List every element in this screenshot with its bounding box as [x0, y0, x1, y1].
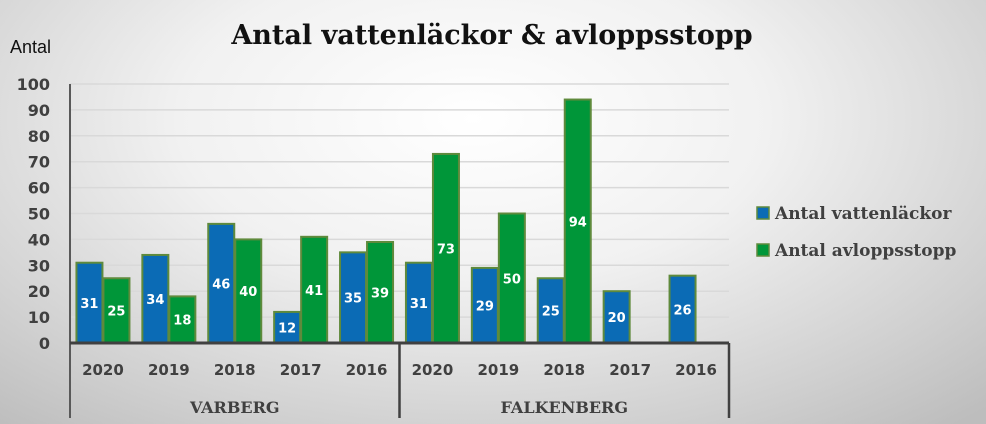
- y-tick-label: 60: [28, 179, 50, 198]
- legend-label: Antal vattenläckor: [774, 204, 953, 224]
- x-tick-label: 2020: [82, 361, 124, 379]
- x-tick-label: 2019: [148, 361, 190, 379]
- y-tick-label: 90: [28, 101, 50, 120]
- data-label: 25: [542, 305, 560, 320]
- data-label: 73: [437, 242, 455, 257]
- bar-vattenlackor: [536, 277, 565, 344]
- bar-vattenlackor: [207, 222, 236, 344]
- x-tick-label: 2016: [346, 361, 388, 379]
- bar-avloppsstopp: [431, 152, 460, 344]
- data-label: 35: [344, 292, 362, 307]
- y-tick-label: 0: [39, 334, 50, 353]
- data-label: 40: [239, 285, 257, 300]
- bar-vattenlackor: [668, 274, 697, 344]
- x-tick-label: 2018: [543, 361, 585, 379]
- data-label: 26: [674, 303, 692, 318]
- x-tick-label: 2019: [477, 361, 519, 379]
- bar-avloppsstopp: [366, 240, 395, 345]
- data-label: 34: [146, 293, 164, 308]
- legend-swatch: [756, 243, 770, 257]
- bar-avloppsstopp: [497, 212, 526, 344]
- bar-vattenlackor: [273, 310, 302, 345]
- data-label: 41: [305, 284, 323, 299]
- data-label: 50: [503, 272, 521, 287]
- y-tick-label: 70: [28, 153, 50, 172]
- x-tick-label: 2017: [609, 361, 651, 379]
- y-tick-label: 40: [28, 230, 50, 249]
- x-tick-label: 2016: [675, 361, 717, 379]
- y-tick-label: 10: [28, 308, 50, 327]
- group-label: FALKENBERG: [501, 398, 629, 417]
- chart-title: Antal vattenläckor & avloppsstopp: [230, 20, 752, 51]
- data-label: 46: [212, 277, 230, 292]
- data-label: 94: [569, 215, 587, 230]
- data-label: 31: [80, 297, 98, 312]
- data-label: 20: [608, 311, 626, 326]
- y-tick-label: 100: [17, 75, 50, 94]
- bar-avloppsstopp: [168, 295, 197, 345]
- data-label: 39: [371, 286, 389, 301]
- x-tick-label: 2020: [412, 361, 454, 379]
- bar-avloppsstopp: [102, 277, 131, 344]
- data-label: 18: [173, 314, 191, 329]
- group-label: VARBERG: [189, 398, 280, 417]
- legend-label: Antal avloppsstopp: [774, 241, 956, 261]
- y-tick-label: 30: [28, 256, 50, 275]
- data-label: 31: [410, 297, 428, 312]
- legend-swatch: [756, 206, 770, 220]
- y-tick-label: 80: [28, 127, 50, 146]
- x-tick-label: 2017: [280, 361, 322, 379]
- bar-avloppsstopp: [234, 238, 263, 344]
- bar-vattenlackor: [339, 251, 368, 345]
- data-label: 29: [476, 299, 494, 314]
- y-tick-label: 50: [28, 205, 50, 224]
- data-label: 25: [107, 305, 125, 320]
- y-tick-label: 20: [28, 282, 50, 301]
- x-tick-label: 2018: [214, 361, 256, 379]
- y-axis-label: Antal: [10, 37, 51, 57]
- data-label: 12: [278, 321, 296, 336]
